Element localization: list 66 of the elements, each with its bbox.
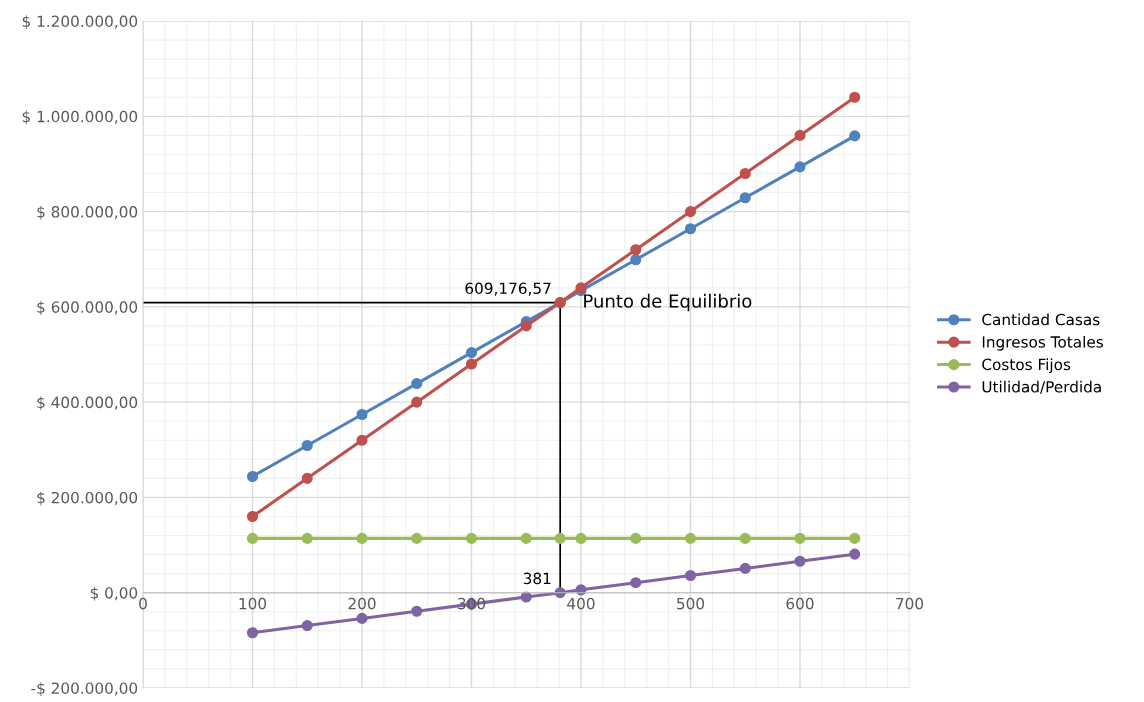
x-tick-label: 400 — [567, 597, 595, 610]
point — [520, 320, 532, 332]
point — [246, 470, 259, 483]
point — [301, 532, 313, 544]
point — [684, 532, 697, 544]
point — [849, 532, 861, 544]
point — [411, 605, 423, 617]
point — [794, 555, 806, 567]
point — [630, 577, 642, 589]
point — [520, 591, 532, 603]
point — [465, 347, 478, 359]
point — [465, 358, 478, 370]
point — [849, 548, 861, 560]
y-tick-label: $ 400.000,00 — [37, 396, 138, 411]
x-tick-label: 0 — [139, 597, 147, 610]
point — [520, 532, 532, 544]
point — [356, 434, 368, 446]
point — [630, 254, 642, 266]
point — [739, 167, 751, 180]
annotation: 609,176,57 — [465, 282, 551, 296]
y-tick-label: $ 200.000,00 — [37, 491, 138, 506]
y-tick-label: $ 1.000.000,00 — [22, 110, 138, 125]
point — [849, 91, 861, 103]
point — [356, 532, 368, 544]
point — [411, 532, 423, 544]
point — [794, 161, 806, 173]
point — [301, 439, 313, 452]
x-tick-label: 100 — [239, 597, 267, 610]
point — [246, 532, 259, 544]
annotation: 381 — [523, 572, 551, 585]
legend-label: Costos Fijos — [982, 358, 1071, 374]
y-tick-label: $ 800.000,00 — [37, 205, 138, 220]
point — [411, 396, 423, 408]
x-tick-label: 200 — [348, 597, 376, 610]
point — [739, 562, 751, 574]
point — [684, 223, 697, 235]
point — [739, 192, 751, 204]
point — [356, 612, 368, 624]
point — [246, 510, 259, 523]
x-tick-label: 500 — [677, 597, 705, 610]
y-tick-label: -$ 200.000,00 — [31, 682, 138, 697]
legend-label: Utilidad/Perdida — [982, 380, 1101, 394]
point — [794, 129, 806, 141]
y-tick-label: $ 1.200.000,00 — [22, 15, 138, 30]
annotation: Punto de Equilibrio — [584, 293, 752, 312]
point — [849, 130, 861, 142]
point — [411, 378, 423, 390]
legend-label: Ingresos Totales — [982, 335, 1103, 351]
x-tick-label: 600 — [786, 597, 814, 610]
x-tick-label: 700 — [896, 597, 924, 610]
legend-label: Cantidad Casas — [982, 313, 1100, 326]
point — [246, 627, 259, 639]
point — [301, 472, 313, 484]
point — [794, 532, 806, 544]
y-tick-label: $ 600.000,00 — [37, 301, 138, 315]
point — [630, 244, 642, 256]
point — [739, 532, 751, 544]
point — [465, 532, 478, 544]
point — [684, 569, 697, 582]
point — [630, 532, 642, 544]
y-tick-label: $ 0,00 — [90, 586, 138, 601]
point — [301, 620, 313, 632]
point — [575, 532, 587, 544]
point — [684, 206, 697, 218]
point — [554, 532, 566, 544]
point — [356, 408, 368, 421]
